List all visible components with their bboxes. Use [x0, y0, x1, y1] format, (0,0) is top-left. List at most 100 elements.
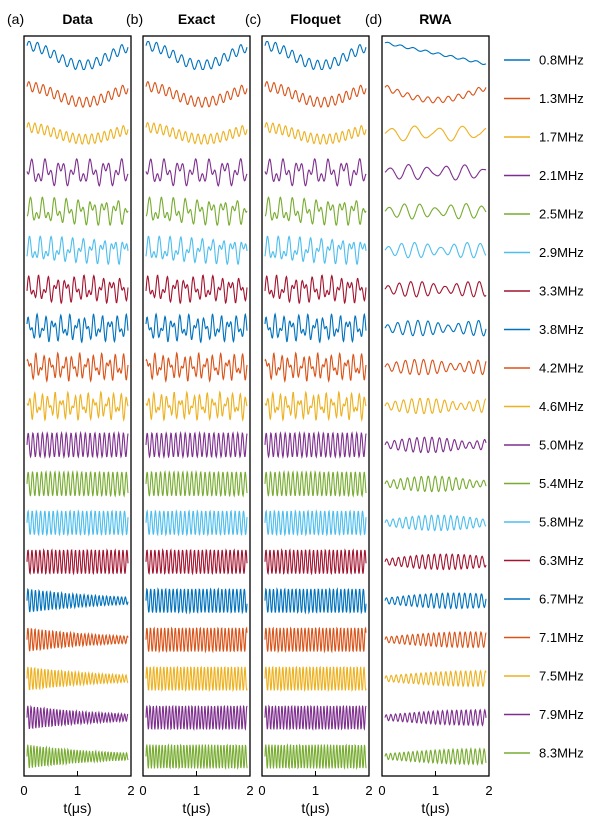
trace-2.9MHz — [384, 241, 487, 259]
trace-2.5MHz — [145, 196, 248, 227]
legend-label: 5.4MHz — [539, 476, 584, 491]
legend-label: 1.7MHz — [539, 130, 584, 145]
legend-entry: 6.7MHz — [504, 592, 584, 607]
panel-floquet: (c) Floquet 0 1 2 t(μs) — [245, 11, 373, 816]
trace-1.3MHz — [384, 84, 487, 104]
trace-6.3MHz — [384, 553, 487, 571]
trace-5.8MHz — [26, 509, 129, 537]
trace-4.6MHz — [26, 390, 129, 422]
x-tick-label: 2 — [246, 783, 253, 798]
trace-0.8MHz — [145, 40, 248, 71]
legend-label: 6.3MHz — [539, 553, 584, 568]
panel-frame — [381, 35, 490, 777]
trace-3.3MHz — [145, 274, 248, 305]
trace-3.8MHz — [26, 312, 129, 344]
legend-label: 2.9MHz — [539, 245, 584, 260]
trace-4.2MHz — [264, 351, 367, 383]
panel-label: (b) — [126, 11, 143, 27]
trace-5.4MHz — [26, 469, 129, 498]
legend-label: 2.5MHz — [539, 207, 584, 222]
legend-label: 2.1MHz — [539, 168, 584, 183]
trace-6.7MHz — [145, 587, 248, 615]
trace-5.8MHz — [384, 514, 487, 532]
trace-2.9MHz — [264, 235, 367, 266]
trace-7.5MHz — [145, 665, 248, 693]
trace-7.1MHz — [384, 630, 487, 649]
trace-7.9MHz — [26, 704, 129, 730]
legend-label: 6.7MHz — [539, 592, 584, 607]
x-tick-label: 0 — [20, 783, 27, 798]
panels: (a) Data 0 1 2 t(μs) (b) Exact 0 1 2 t(μs) (c) Floque… — [7, 11, 493, 816]
legend-entry: 2.1MHz — [504, 168, 584, 183]
legend-entry: 1.3MHz — [504, 91, 584, 106]
trace-5.0MHz — [384, 436, 487, 454]
panel-label: (a) — [7, 11, 24, 27]
trace-2.1MHz — [145, 157, 248, 187]
legend-label: 4.2MHz — [539, 361, 584, 376]
legend-label: 5.8MHz — [539, 515, 584, 530]
trace-3.3MHz — [384, 280, 487, 298]
panel-title: Floquet — [290, 11, 341, 27]
trace-2.5MHz — [384, 203, 487, 220]
legend-entry: 3.3MHz — [504, 284, 584, 299]
legend-label: 1.3MHz — [539, 91, 584, 106]
trace-1.3MHz — [145, 81, 248, 108]
legend-label: 7.9MHz — [539, 707, 584, 722]
trace-6.7MHz — [26, 587, 129, 613]
trace-2.1MHz — [264, 157, 367, 187]
trace-8.3MHz — [264, 743, 367, 770]
legend-entry: 5.8MHz — [504, 515, 584, 530]
trace-7.9MHz — [145, 704, 248, 731]
x-tick-label: 0 — [378, 783, 385, 798]
trace-8.3MHz — [26, 744, 129, 769]
trace-6.3MHz — [264, 548, 367, 576]
trace-7.5MHz — [384, 669, 487, 688]
trace-7.1MHz — [264, 626, 367, 654]
trace-0.8MHz — [384, 41, 487, 65]
legend-entry: 7.9MHz — [504, 707, 584, 722]
trace-2.5MHz — [26, 196, 129, 227]
trace-7.1MHz — [26, 627, 129, 652]
legend-label: 3.3MHz — [539, 284, 584, 299]
legend-entry: 7.5MHz — [504, 669, 584, 684]
panel-exact: (b) Exact 0 1 2 t(μs) — [126, 11, 254, 816]
panel-label: (c) — [245, 11, 261, 27]
trace-0.8MHz — [26, 40, 129, 71]
trace-3.8MHz — [264, 312, 367, 344]
trace-5.0MHz — [26, 430, 129, 460]
trace-5.0MHz — [264, 430, 367, 460]
trace-5.0MHz — [145, 430, 248, 460]
trace-6.3MHz — [145, 548, 248, 576]
trace-3.3MHz — [26, 274, 129, 305]
legend-entry: 4.6MHz — [504, 399, 584, 414]
x-tick-label: 0 — [258, 783, 265, 798]
trace-8.3MHz — [145, 743, 248, 770]
trace-7.5MHz — [264, 665, 367, 693]
legend-label: 4.6MHz — [539, 399, 584, 414]
x-tick-label: 2 — [365, 783, 372, 798]
legend-entry: 0.8MHz — [504, 53, 584, 68]
trace-3.8MHz — [384, 319, 487, 337]
trace-5.4MHz — [384, 475, 487, 493]
trace-7.1MHz — [145, 626, 248, 654]
x-tick-label: 0 — [139, 783, 146, 798]
x-tick-label: 2 — [127, 783, 134, 798]
panel-title: Exact — [178, 11, 216, 27]
trace-4.2MHz — [384, 358, 487, 376]
trace-5.4MHz — [145, 469, 248, 498]
trace-4.2MHz — [26, 351, 129, 383]
x-tick-label: 1 — [432, 783, 439, 798]
legend: 0.8MHz 1.3MHz 1.7MHz 2.1MHz 2.5MHz 2.9MHz 3.3M… — [504, 53, 584, 761]
trace-7.9MHz — [264, 704, 367, 731]
legend-entry: 6.3MHz — [504, 553, 584, 568]
trace-5.8MHz — [145, 509, 248, 537]
trace-6.7MHz — [264, 587, 367, 615]
trace-5.4MHz — [264, 469, 367, 498]
legend-label: 7.5MHz — [539, 669, 584, 684]
trace-6.7MHz — [384, 592, 487, 610]
legend-entry: 5.0MHz — [504, 438, 584, 453]
trace-4.6MHz — [384, 397, 487, 415]
trace-7.9MHz — [384, 708, 487, 727]
legend-entry: 7.1MHz — [504, 630, 584, 645]
trace-4.6MHz — [145, 390, 248, 422]
